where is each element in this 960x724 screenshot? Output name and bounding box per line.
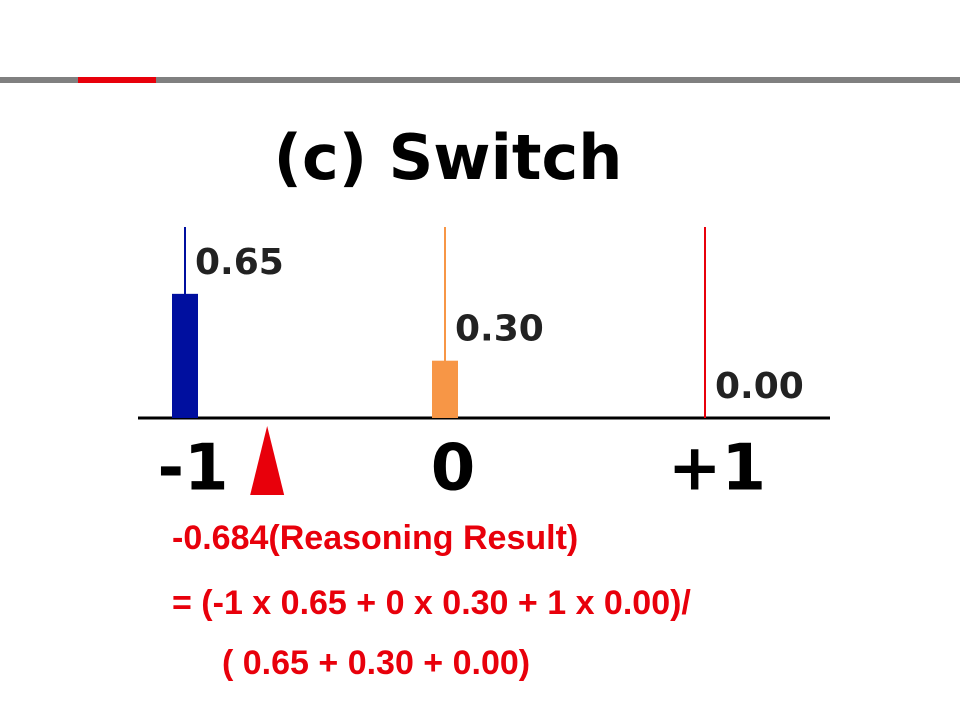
bar bbox=[172, 293, 198, 418]
value-label: 0.00 bbox=[715, 366, 804, 407]
annotation: = (-1 x 0.65 + 0 x 0.30 + 1 x 0.00)/ bbox=[172, 584, 691, 622]
value-label: 0.65 bbox=[195, 242, 284, 283]
result-marker bbox=[250, 426, 285, 495]
header-accent bbox=[78, 77, 156, 83]
chart-title: (c) Switch bbox=[274, 121, 623, 194]
header-rule bbox=[0, 77, 960, 83]
value-label: 0.30 bbox=[455, 309, 544, 350]
x-tick-label: +1 bbox=[668, 432, 766, 506]
x-tick-label: 0 bbox=[431, 432, 476, 506]
annotation: -0.684(Reasoning Result) bbox=[172, 519, 578, 557]
bar bbox=[432, 360, 458, 418]
annotation: ( 0.65 + 0.30 + 0.00) bbox=[222, 644, 530, 682]
x-tick-label: -1 bbox=[157, 432, 228, 506]
